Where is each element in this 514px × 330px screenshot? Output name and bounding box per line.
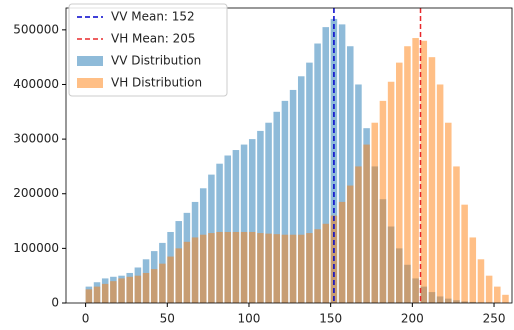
legend-swatch: [77, 56, 103, 66]
bar: [322, 224, 329, 303]
bar: [151, 269, 158, 303]
bar: [184, 242, 191, 303]
bar: [478, 259, 485, 303]
bar: [257, 233, 264, 303]
bar: [159, 264, 166, 303]
bar: [200, 235, 207, 303]
x-tick-label: 0: [82, 312, 90, 326]
bar: [192, 237, 199, 303]
bar: [118, 278, 125, 303]
bar: [298, 235, 305, 303]
bar: [502, 295, 509, 303]
bar: [396, 63, 403, 303]
bar: [470, 237, 477, 303]
legend-swatch: [77, 78, 103, 88]
bar: [314, 229, 321, 303]
bar: [494, 287, 501, 303]
x-tick-label: 150: [319, 312, 342, 326]
y-tick-label: 300000: [13, 132, 59, 146]
bar: [421, 41, 428, 303]
bar: [94, 287, 101, 303]
bar: [355, 166, 362, 303]
legend-label: VH Mean: 205: [111, 32, 196, 46]
legend-label: VV Distribution: [111, 54, 201, 68]
bar: [175, 248, 182, 303]
x-tick-label: 50: [160, 312, 175, 326]
y-tick-label: 0: [51, 296, 59, 310]
bar: [102, 284, 109, 303]
bar: [241, 232, 248, 303]
bar: [216, 232, 223, 303]
bar: [437, 84, 444, 303]
bar: [126, 277, 133, 303]
x-tick-label: 250: [483, 312, 506, 326]
bar: [412, 38, 419, 303]
bar: [86, 289, 93, 303]
bar: [208, 233, 215, 303]
bar: [224, 232, 231, 303]
legend-label: VV Mean: 152: [111, 10, 195, 24]
bar: [110, 281, 117, 303]
bar: [445, 123, 452, 303]
bar: [135, 276, 142, 303]
bar: [282, 235, 289, 303]
bar: [429, 57, 436, 303]
bar: [380, 101, 387, 303]
legend-label: VH Distribution: [111, 76, 202, 90]
bar: [265, 234, 272, 303]
bar: [404, 46, 411, 303]
bar: [347, 186, 354, 303]
y-tick-label: 200000: [13, 186, 59, 200]
x-tick-label: 200: [401, 312, 424, 326]
bar: [486, 276, 493, 303]
bar: [388, 82, 395, 303]
x-tick-label: 100: [238, 312, 261, 326]
bar: [249, 232, 256, 303]
bar: [273, 234, 280, 303]
bar: [306, 233, 313, 303]
y-tick-label: 100000: [13, 241, 59, 255]
y-tick-label: 400000: [13, 77, 59, 91]
bar: [461, 205, 468, 303]
bar: [453, 166, 460, 303]
bar: [363, 145, 370, 303]
bar: [339, 202, 346, 303]
bar: [290, 235, 297, 303]
bar: [233, 232, 240, 303]
y-tick-label: 500000: [13, 22, 59, 36]
bar: [167, 257, 174, 303]
bar: [143, 273, 150, 303]
bar: [372, 123, 379, 303]
